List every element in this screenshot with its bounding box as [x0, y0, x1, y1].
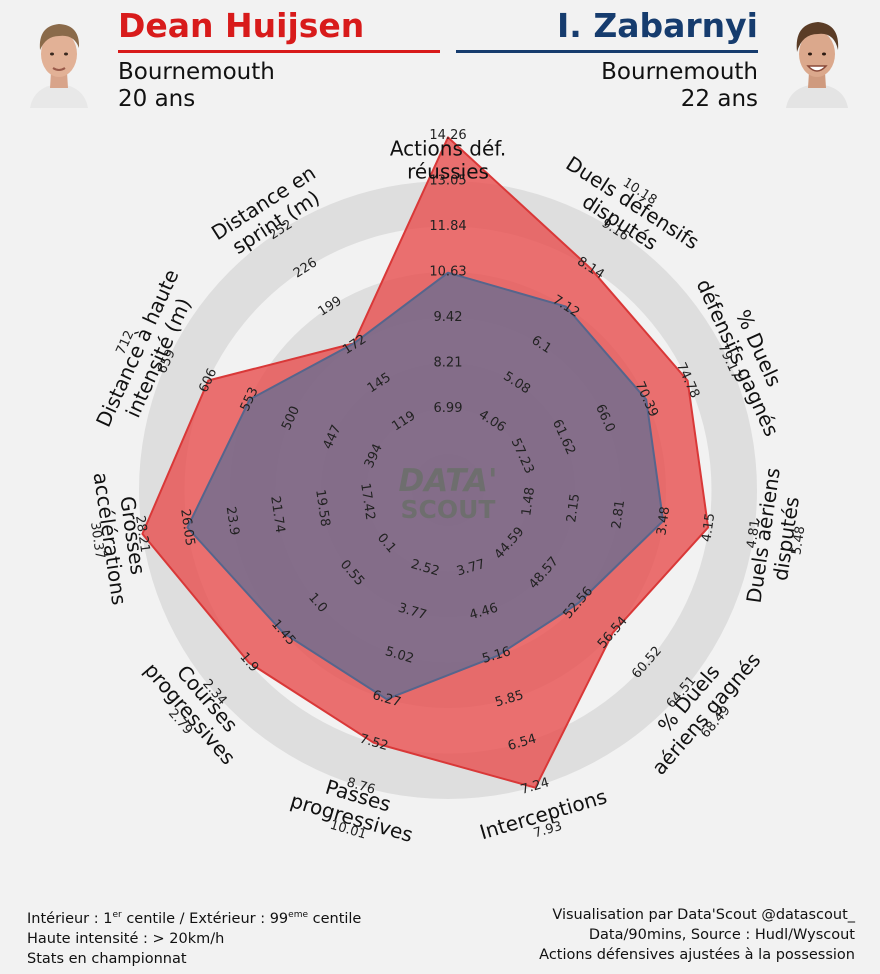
radar-tick-label: 10.63 [429, 265, 466, 280]
radar-tick-label: 6.99 [434, 401, 463, 416]
radar-tick-label: 8.21 [434, 356, 463, 371]
radar-tick-label: 11.84 [429, 219, 466, 234]
player-left-club: Bournemouth [118, 59, 275, 85]
radar-tick-label: 4.15 [699, 512, 718, 543]
footer-credits: Visualisation par Data'Scout @datascout_… [539, 905, 855, 965]
radar-series-right [186, 271, 665, 701]
radar-axis-label-line: réussies [407, 160, 489, 184]
radar-tick-label: 5.48 [789, 525, 808, 556]
player-right-avatar [780, 12, 854, 108]
footer-note-scope: Stats en championnat [27, 950, 187, 967]
radar-tick-label: 19.58 [312, 489, 332, 528]
player-left-header: Dean Huijsen Bournemouth 20 ans [118, 0, 440, 113]
player-right-header: I. Zabarnyi Bournemouth 22 ans [456, 0, 758, 113]
radar-tick-label: 1.48 [519, 486, 538, 517]
footer-note-percentiles: Intérieur : 1er centile / Extérieur : 99… [27, 905, 361, 929]
logo-line1: DATA' [399, 463, 498, 499]
player-right-age: 22 ans [680, 86, 758, 112]
radar-tick-label: 14.26 [429, 128, 466, 143]
radar-axis-label-line: Actions déf. [390, 137, 506, 161]
footer-credit-author: Visualisation par Data'Scout @datascout_ [552, 907, 855, 923]
player-right-underline [456, 50, 758, 53]
logo-line2: SCOUT [401, 495, 496, 524]
radar-tick-label: 23.9 [223, 506, 242, 537]
radar-tick-label: 2.81 [609, 499, 628, 530]
player-right-name: I. Zabarnyi [557, 6, 758, 45]
player-left-name: Dean Huijsen [118, 6, 365, 45]
radar-tick-label: 30.37 [87, 521, 107, 560]
player-left-avatar [22, 12, 96, 108]
footer-note-sup-2: eme [288, 910, 308, 920]
radar-tick-label: 2.15 [564, 493, 583, 524]
radar-tick-label: 28.21 [132, 515, 152, 554]
radar-axis-label: Actions déf.réussies [390, 137, 506, 184]
player-right-club: Bournemouth [601, 59, 758, 85]
footer-note-intensity: Haute intensité : > 20km/h [27, 930, 225, 947]
footer-note-part-a: Intérieur : 1 [27, 910, 113, 927]
radar-tick-label: 21.74 [267, 495, 287, 534]
footer-credit-source: Data/90mins, Source : Hudl/Wyscout [588, 927, 855, 943]
footer-note-part-c: centile [308, 910, 362, 927]
player-left-age: 20 ans [118, 86, 196, 112]
footer-credit-method: Actions défensives ajustées à la possess… [539, 947, 855, 963]
radar-tick-label: 4.81 [744, 519, 763, 550]
footer-note-part-b: centile / Extérieur : 99 [121, 910, 289, 927]
radar-tick-label: 13.05 [429, 174, 466, 189]
footer-note-sup-1: er [112, 910, 122, 920]
radar-tick-label: 3.48 [654, 506, 673, 537]
datascout-logo: DATA' SCOUT [399, 463, 498, 524]
radar-tick-label: 26.05 [177, 508, 197, 547]
radar-tick-label: 17.42 [357, 482, 377, 521]
player-left-underline [118, 50, 440, 53]
radar-tick-label: 9.42 [434, 310, 463, 325]
footer-notes: Intérieur : 1er centile / Extérieur : 99… [27, 905, 361, 969]
